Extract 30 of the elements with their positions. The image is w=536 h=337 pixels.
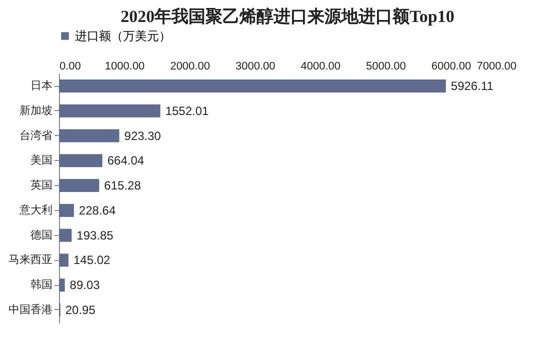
y-tick-label: 韩国 [30,278,52,292]
text: 228.64 [78,203,116,218]
y-tick-label: 新加坡 [20,104,52,117]
y-tick-label: 马来西亚 [8,253,52,266]
y-tick-label: 中国香港 [8,302,52,316]
x-tick-label: 0.00 [60,60,81,72]
text: 615.28 [104,178,141,193]
chart-title: 2020年我国聚乙烯醇进口来源地进口额Top10 [120,7,454,26]
x-tick-label: 3000.00 [235,60,276,72]
x-tick-label: 4000.00 [300,60,341,72]
legend-label: 进口额（万美元） [75,29,171,43]
y-tick-label: 意大利 [18,203,52,216]
x-tick-label: 6000.00 [431,60,472,72]
y-tick-label: 日本 [30,79,52,92]
y-tick-label: 美国 [30,154,52,167]
y-tick-label: 英国 [30,178,52,192]
x-tick-label: 7000.00 [476,60,516,72]
text: 1552.01 [165,104,209,118]
text: 20.95 [65,302,96,317]
y-tick-label: 台湾省 [20,128,52,142]
x-tick-label: 1000.00 [104,60,145,72]
text: 664.04 [107,154,144,168]
text: 145.02 [73,253,110,268]
text: 193.85 [76,228,114,242]
text: 89.03 [70,278,100,292]
x-tick-label: 2000.00 [170,60,210,72]
x-tick-label: 5000.00 [366,60,406,72]
text: 923.30 [124,128,161,143]
y-tick-label: 德国 [30,229,52,242]
text: 5926.11 [450,79,494,94]
